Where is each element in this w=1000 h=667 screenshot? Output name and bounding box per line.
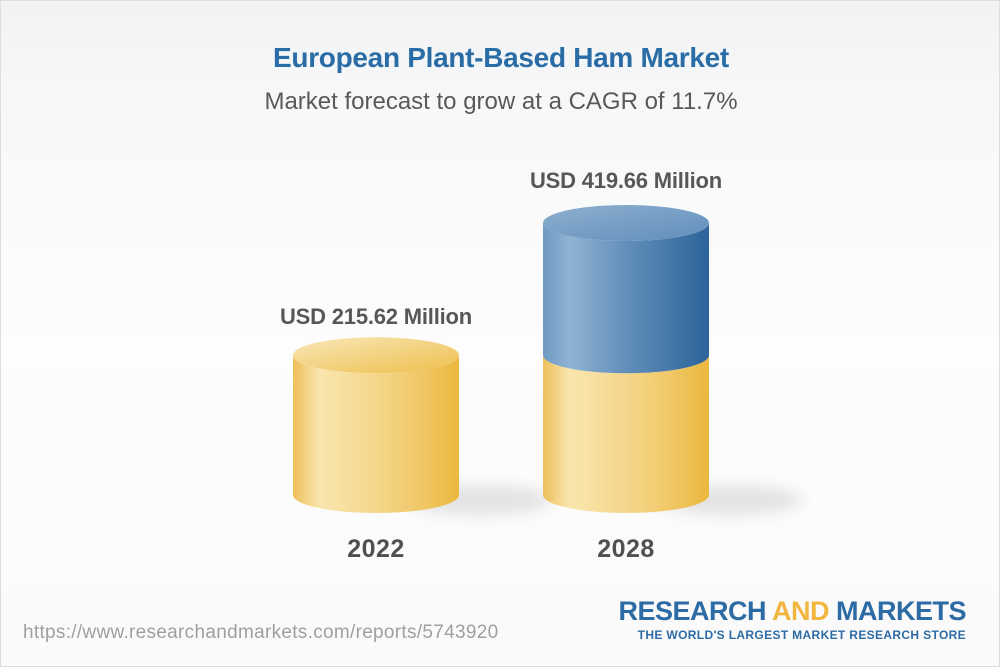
cylinder-growth-segment-blue [543,223,709,374]
logo-wordmark: RESEARCH AND MARKETS [618,598,966,625]
cylinder-bar-2028 [543,205,802,515]
cylinder-base-segment-yellow [543,355,709,513]
report-url: https://www.researchandmarkets.com/repor… [23,622,499,643]
cylinder-bar-2022 [293,337,552,515]
chart-subtitle: Market forecast to grow at a CAGR of 11.… [264,88,738,115]
cylinder-top-blue [543,205,709,241]
logo-word-markets: MARKETS [836,596,967,626]
cylinder-top-yellow [293,337,459,374]
axis-label-2022: 2022 [347,535,405,563]
chart-title: European Plant-Based Ham Market [273,42,729,73]
cylinder-body-yellow [293,355,459,513]
logo-word-and: AND [771,596,830,626]
logo-tagline: THE WORLD'S LARGEST MARKET RESEARCH STOR… [637,628,966,642]
logo-word-research: RESEARCH [618,596,766,626]
value-label-2028: USD 419.66 Million [529,168,723,193]
research-and-markets-logo: RESEARCH AND MARKETS THE WORLD'S LARGEST… [618,598,966,642]
value-label-2022: USD 215.62 Million [279,304,473,329]
axis-label-2028: 2028 [597,535,655,563]
